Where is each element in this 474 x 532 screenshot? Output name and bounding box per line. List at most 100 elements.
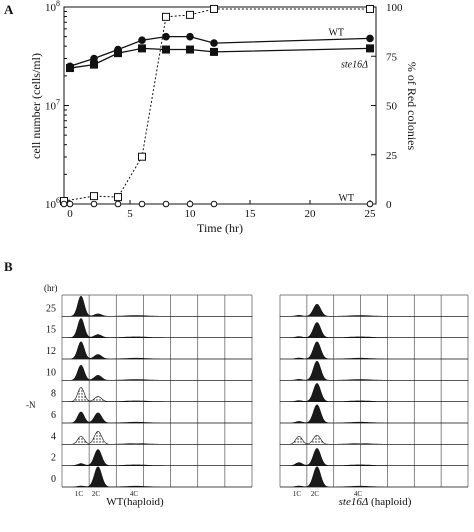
histogram-title-ste16-rest: (haploid) [368,496,411,508]
histogram-trace-15 [61,317,253,338]
series-point-0 [90,54,98,63]
y-left-tick-label: 107 [45,98,60,113]
time-row-label: 0 [51,474,56,485]
series-point-0 [162,32,170,41]
time-row-label: 25 [46,303,56,314]
series-point-3 [138,200,146,208]
series-point-1 [138,44,146,53]
series-point-1 [162,45,170,54]
histogram-title-ste16-italic: ste16Δ [339,496,369,508]
series-point-2 [366,4,374,13]
series-point-1 [114,49,122,58]
series-point-2 [90,192,98,201]
series-label-0: WT [328,27,344,38]
series-point-3 [114,200,122,208]
histogram-title-ste16: ste16Δ (haploid) [339,496,412,508]
time-row-label: 10 [46,367,56,378]
series-label-1: ste16Δ [341,59,368,70]
series-point-3 [366,200,374,208]
series-group [60,4,374,208]
time-row-label: 4 [51,431,56,442]
histogram-trace-15 [279,322,469,338]
x-tick-label: 0 [67,208,73,220]
histogram-title-wt: WT(haploid) [106,496,164,508]
histogram-panel-0: 25 15 12 10 8 6 4 2 0 1C 2C 4C [46,294,253,498]
x-tick-label: 10 [185,208,197,220]
histogram-trace-2 [61,449,253,466]
series-line-2 [63,8,370,202]
series-point-1 [90,60,98,69]
y-right-tick-label: 75 [386,51,398,63]
y-right-tick-label: 100 [386,2,403,14]
histogram-trace-12 [280,341,468,360]
dna-content-tick-label: 1C [75,490,84,498]
y-right-axis-label: % of Red colonies [405,62,419,151]
series-point-0 [366,34,374,43]
series-point-2 [162,12,170,21]
x-tick-label: 5 [127,208,133,220]
histogram-trace-0 [280,466,468,488]
panel-a-chart: 0 5 10 15 20 25 106 107 108 0 25 50 75 100 WT ste16Δ… [29,0,419,235]
time-row-label: 12 [46,346,56,357]
series-labels: WTste16Δste16ΔWT [328,27,368,204]
time-row-label: 6 [51,410,56,421]
x-tick-label: 20 [305,208,317,220]
series-point-0 [210,39,218,47]
x-axis-ticks: 0 5 10 15 20 25 [67,200,376,220]
dna-content-tick-label: 2C [311,490,320,498]
histogram-trace-10 [279,360,469,381]
x-axis-label: Time (hr) [197,221,243,235]
y-right-axis-ticks: 0 25 50 75 100 [371,2,403,211]
dna-content-tick-label: 1C [293,490,302,498]
series-point-1 [366,44,374,53]
dna-content-tick-label: 2C [92,490,101,498]
series-line-0 [69,36,371,67]
histogram-trace-8 [61,387,253,402]
series-point-2 [186,10,194,19]
series-point-2 [114,193,122,202]
histogram-trace-25 [279,303,469,317]
y-left-axis-label: cell number (cells/ml) [29,53,43,159]
y-left-tick-label: 108 [45,0,60,14]
time-unit-label: (hr) [44,283,58,293]
series-point-0 [186,32,194,41]
series-point-0 [138,36,146,45]
time-row-label: 15 [46,325,56,336]
panel-b-label: B [4,259,13,274]
histogram-trace-10 [61,364,253,381]
histogram-trace-8 [279,383,469,402]
dna-content-tick-label: 4C [130,490,139,498]
series-point-3 [186,200,194,208]
series-point-2 [138,152,146,161]
histogram-panel-1: 1C 2C 4C [279,294,469,498]
series-point-1 [186,45,194,54]
y-left-axis-ticks: 106 107 108 [45,0,69,211]
series-point-3 [90,200,98,208]
histogram-trace-4 [61,430,253,445]
y-right-tick-label: 0 [386,199,392,211]
series-point-2 [210,4,218,13]
y-right-tick-label: 50 [386,101,398,113]
panel-a-label: A [4,2,14,17]
x-tick-label: 15 [245,208,257,220]
x-tick-label: 25 [365,208,377,220]
histogram-trace-2 [279,448,469,466]
series-point-1 [210,47,218,56]
histogram-trace-6 [280,404,468,424]
series-point-3 [162,200,170,208]
histogram-trace-25 [61,295,253,317]
series-point-3 [210,200,218,208]
histogram-trace-0 [62,466,252,488]
histogram-trace-4 [279,434,469,445]
series-point-3 [66,200,74,208]
time-row-label: 8 [51,389,56,400]
series-point-1 [66,64,74,73]
y-right-tick-label: 25 [386,150,398,162]
dna-content-tick-label: 4C [354,490,363,498]
histogram-trace-12 [62,341,252,360]
series-label-3: WT [338,193,354,204]
side-label: -N [26,400,36,410]
y-left-tick-label: 106 [45,196,60,211]
